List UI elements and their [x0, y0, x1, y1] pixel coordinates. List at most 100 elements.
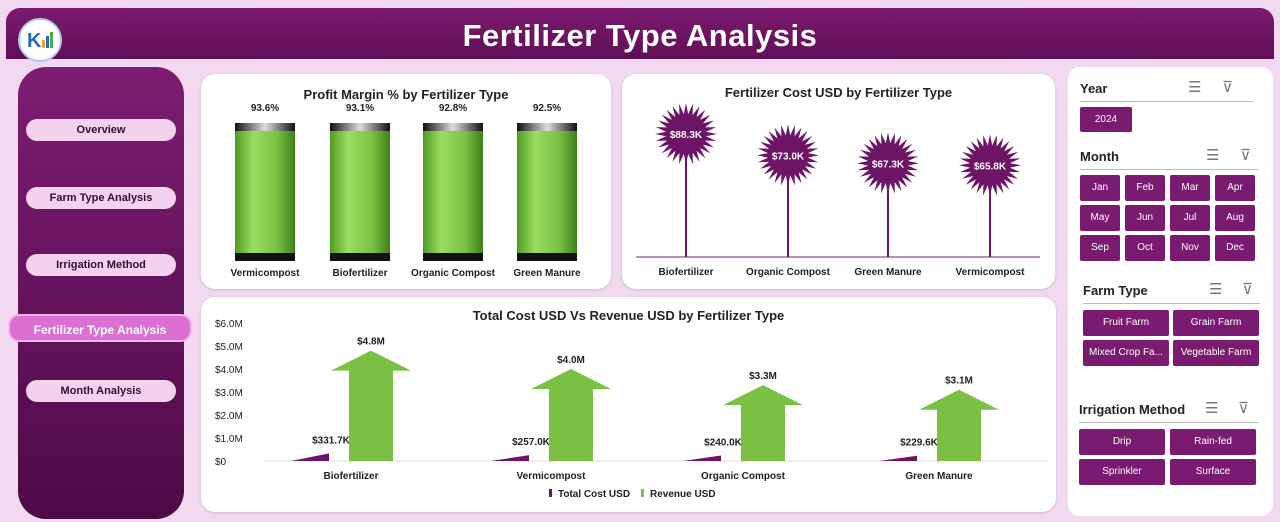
logo-icon: K — [18, 18, 62, 62]
fertilizer-cost-card: Fertilizer Cost USD by Fertilizer Type $… — [622, 74, 1055, 289]
cost-revenue-card: Total Cost USD Vs Revenue USD by Fertili… — [201, 297, 1056, 512]
y-tick-label: $4.0M — [215, 365, 243, 376]
total-cost-label: $240.0K — [704, 437, 743, 448]
total-cost-bar — [879, 455, 917, 461]
total-cost-bar — [491, 455, 529, 461]
month-option[interactable]: Sep — [1080, 235, 1120, 261]
starburst-marker — [857, 132, 919, 195]
category-label: Green Manure — [854, 267, 922, 278]
profit-margin-bar — [330, 125, 390, 259]
data-label: $88.3K — [670, 130, 703, 141]
irrigation-option[interactable]: Rain-fed — [1170, 429, 1256, 455]
chart3-title: Total Cost USD Vs Revenue USD by Fertili… — [472, 308, 785, 323]
total-cost-label: $257.0K — [512, 437, 551, 448]
multi-select-icon[interactable]: ☰ — [1188, 79, 1202, 96]
farm-type-option[interactable]: Fruit Farm — [1083, 310, 1169, 336]
month-option[interactable]: May — [1080, 205, 1120, 231]
month-option[interactable]: Aug — [1215, 205, 1255, 231]
profit-margin-card: Profit Margin % by Fertilizer Type 93.6%… — [201, 74, 611, 289]
nav-fertilizer-type-analysis[interactable]: Fertilizer Type Analysis — [8, 314, 192, 342]
category-label: Vermicompost — [956, 267, 1026, 278]
multi-select-icon[interactable]: ☰ — [1209, 281, 1223, 298]
bar-top-cap — [517, 123, 577, 131]
month-option[interactable]: Apr — [1215, 175, 1255, 201]
chart2-title: Fertilizer Cost USD by Fertilizer Type — [724, 85, 953, 100]
sidebar: Overview Farm Type Analysis Irrigation M… — [8, 67, 192, 519]
year-slicer-title: Year — [1080, 81, 1108, 96]
month-option[interactable]: Nov — [1170, 235, 1210, 261]
legend-revenue-swatch — [641, 489, 644, 497]
fertilizer-cost-chart: $88.3K Biofertilizer $73.0K Organic Compost… — [636, 103, 1040, 278]
clear-filter-icon[interactable]: ⊽ — [1238, 400, 1249, 417]
data-label: $65.8K — [974, 161, 1007, 172]
y-tick-label: $1.0M — [215, 434, 243, 445]
category-label: Organic Compost — [411, 268, 496, 279]
month-option[interactable]: Feb — [1125, 175, 1165, 201]
data-label: 92.8% — [439, 103, 467, 114]
category-label: Biofertilizer — [658, 267, 713, 278]
bar-bottom-cap — [330, 253, 390, 261]
category-label: Biofertilizer — [323, 471, 378, 482]
y-tick-label: $6.0M — [215, 319, 243, 330]
year-option[interactable]: 2024 — [1080, 107, 1132, 132]
category-label: Green Manure — [905, 471, 973, 482]
revenue-arrow-bar — [723, 385, 803, 461]
bar-top-cap — [330, 123, 390, 131]
multi-select-icon[interactable]: ☰ — [1205, 400, 1219, 417]
farm-type-option[interactable]: Vegetable Farm — [1173, 340, 1259, 366]
nav-irrigation-method[interactable]: Irrigation Method — [26, 254, 176, 276]
nav-overview[interactable]: Overview — [26, 119, 176, 141]
irrigation-option[interactable]: Surface — [1170, 459, 1256, 485]
total-cost-bar — [291, 453, 329, 461]
month-option[interactable]: Jul — [1170, 205, 1210, 231]
nav-month-analysis[interactable]: Month Analysis — [26, 380, 176, 402]
month-option[interactable]: Oct — [1125, 235, 1165, 261]
irrigation-option[interactable]: Drip — [1079, 429, 1165, 455]
revenue-label: $4.8M — [357, 337, 385, 348]
starburst-marker — [757, 124, 819, 187]
bar-bottom-cap — [517, 253, 577, 261]
farm-type-option[interactable]: Mixed Crop Fa... — [1083, 340, 1169, 366]
multi-select-icon[interactable]: ☰ — [1206, 147, 1220, 164]
month-option[interactable]: Dec — [1215, 235, 1255, 261]
starburst-marker — [959, 134, 1021, 197]
page-title: Fertilizer Type Analysis — [462, 18, 818, 53]
revenue-label: $3.3M — [749, 371, 777, 382]
nav-farm-type-analysis[interactable]: Farm Type Analysis — [26, 187, 176, 209]
month-option[interactable]: Jan — [1080, 175, 1120, 201]
data-label: $73.0K — [772, 151, 805, 162]
clear-filter-icon[interactable]: ⊽ — [1242, 281, 1253, 298]
category-label: Vermicompost — [517, 471, 587, 482]
total-cost-bar — [683, 455, 721, 461]
clear-filter-icon[interactable]: ⊽ — [1240, 147, 1251, 164]
legend-revenue: Revenue USD — [650, 489, 716, 500]
y-tick-label: $5.0M — [215, 342, 243, 353]
bar-top-cap — [235, 123, 295, 131]
cost-revenue-chart: $6.0M $5.0M $4.0M $3.0M $2.0M $1.0M $0 $331.7K $… — [215, 319, 1047, 500]
month-slicer-title: Month — [1080, 149, 1119, 164]
starburst-marker — [655, 103, 717, 165]
month-option[interactable]: Jun — [1125, 205, 1165, 231]
farm-type-option[interactable]: Grain Farm — [1173, 310, 1259, 336]
profit-margin-chart: 93.6% Vermicompost 93.1% Biofertilizer 92.8%… — [231, 103, 582, 279]
data-label: $67.3K — [872, 159, 905, 170]
total-cost-label: $229.6K — [900, 438, 939, 449]
revenue-arrow-bar — [331, 350, 411, 461]
y-tick-label: $0 — [215, 457, 227, 468]
category-label: Green Manure — [513, 268, 581, 279]
revenue-label: $4.0M — [557, 355, 585, 366]
data-label: 93.6% — [251, 103, 279, 114]
slicer-panel: Year ☰ ⊽ Month ☰ ⊽ Farm Type ☰ ⊽ Irrigat… — [1068, 67, 1273, 516]
bar-bottom-cap — [423, 253, 483, 261]
month-option[interactable]: Mar — [1170, 175, 1210, 201]
y-tick-label: $3.0M — [215, 388, 243, 399]
irrigation-slicer-title: Irrigation Method — [1079, 402, 1186, 417]
bar-top-cap — [423, 123, 483, 131]
data-label: 92.5% — [533, 103, 561, 114]
clear-filter-icon[interactable]: ⊽ — [1222, 79, 1233, 96]
irrigation-option[interactable]: Sprinkler — [1079, 459, 1165, 485]
bar-bottom-cap — [235, 253, 295, 261]
category-label: Biofertilizer — [332, 268, 387, 279]
data-label: 93.1% — [346, 103, 374, 114]
legend-total-cost: Total Cost USD — [558, 489, 630, 500]
